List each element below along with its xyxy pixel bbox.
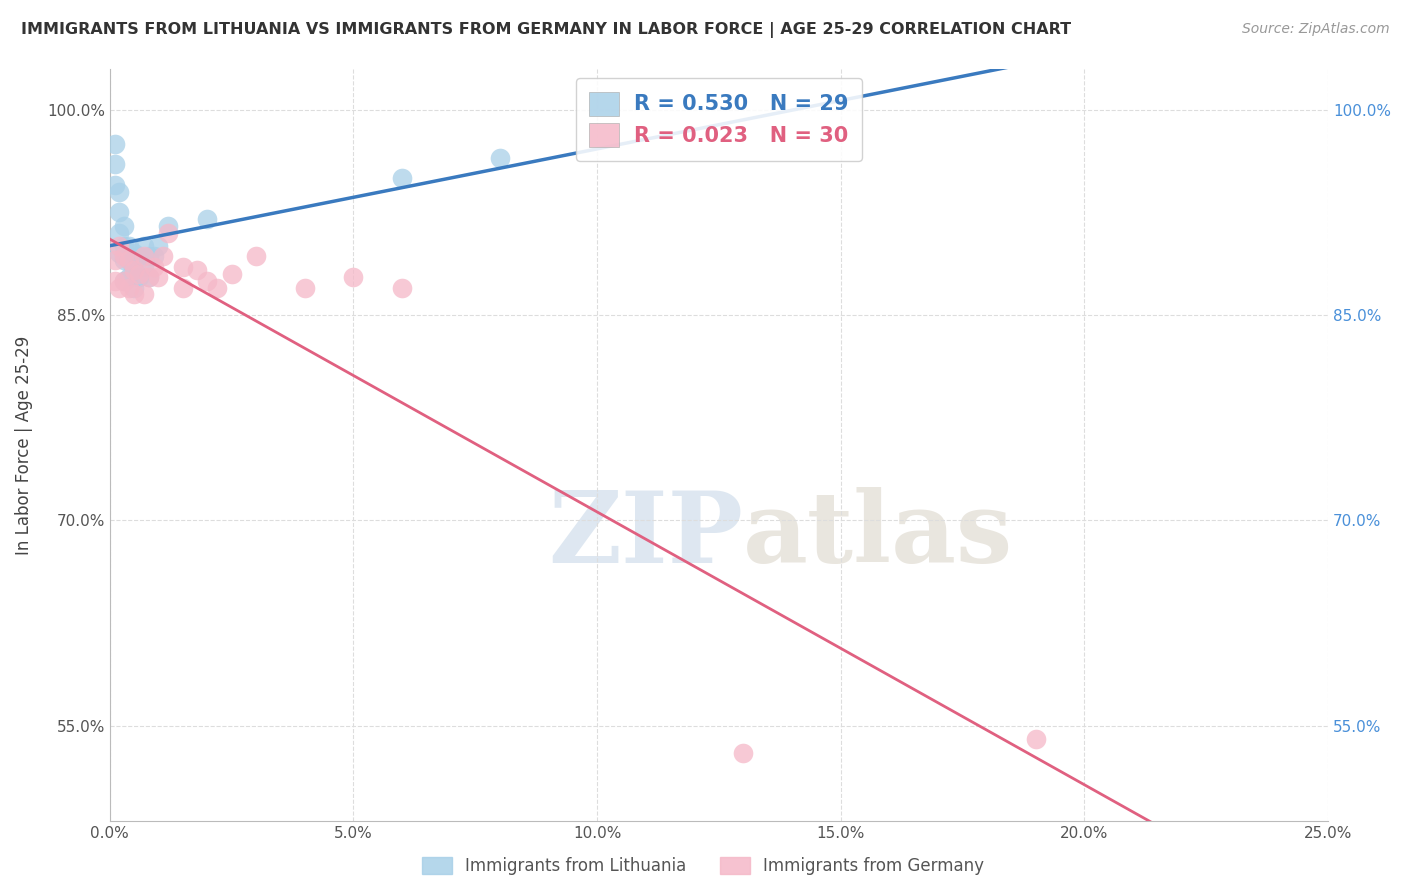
Point [294,280,316,294]
Text: IMMIGRANTS FROM LITHUANIA VS IMMIGRANTS FROM GERMANY IN LABOR FORCE | AGE 25-29 : IMMIGRANTS FROM LITHUANIA VS IMMIGRANTS … [21,22,1071,38]
Point [205,280,228,294]
Point [148,269,170,284]
Point [245,249,267,263]
Point [112,239,135,253]
Point [142,249,165,263]
Point [152,249,174,263]
Point [128,249,150,263]
Point [138,269,160,284]
Point [118,239,141,253]
Text: ZIP: ZIP [548,487,744,584]
Point [142,260,165,274]
Point [108,185,131,199]
Point [733,746,755,760]
Point [104,157,127,171]
Point [104,253,127,268]
Point [112,249,135,263]
Point [138,249,160,263]
Point [391,171,413,186]
Point [157,219,180,233]
Point [132,249,155,263]
Point [1025,732,1047,747]
Point [122,262,145,277]
Point [172,260,194,274]
Point [118,280,141,294]
Point [104,178,127,192]
Point [108,239,131,253]
Point [221,267,243,281]
Point [108,246,131,260]
Point [342,269,364,284]
Point [104,136,127,151]
Point [195,274,218,288]
Point [148,239,170,253]
Y-axis label: In Labor Force | Age 25-29: In Labor Force | Age 25-29 [15,335,32,555]
Point [104,274,127,288]
Point [112,219,135,233]
Point [108,205,131,219]
Point [157,226,180,240]
Point [118,269,141,284]
Point [118,253,141,268]
Point [172,280,194,294]
Point [488,151,510,165]
Point [132,239,155,253]
Text: atlas: atlas [744,487,1014,584]
Point [195,212,218,227]
Point [138,269,160,284]
Legend: Immigrants from Lithuania, Immigrants from Germany: Immigrants from Lithuania, Immigrants fr… [413,849,993,884]
Point [108,226,131,240]
Point [128,267,150,281]
Point [122,287,145,301]
Point [108,280,131,294]
Point [122,246,145,260]
Point [122,262,145,277]
Point [112,274,135,288]
Legend: R = 0.530   N = 29, R = 0.023   N = 30: R = 0.530 N = 29, R = 0.023 N = 30 [575,78,862,161]
Point [391,280,413,294]
Point [132,287,155,301]
Point [118,253,141,268]
Point [128,269,150,284]
Point [112,253,135,268]
Point [186,262,208,277]
Point [112,274,135,288]
Point [132,260,155,274]
Point [122,280,145,294]
Text: Source: ZipAtlas.com: Source: ZipAtlas.com [1241,22,1389,37]
